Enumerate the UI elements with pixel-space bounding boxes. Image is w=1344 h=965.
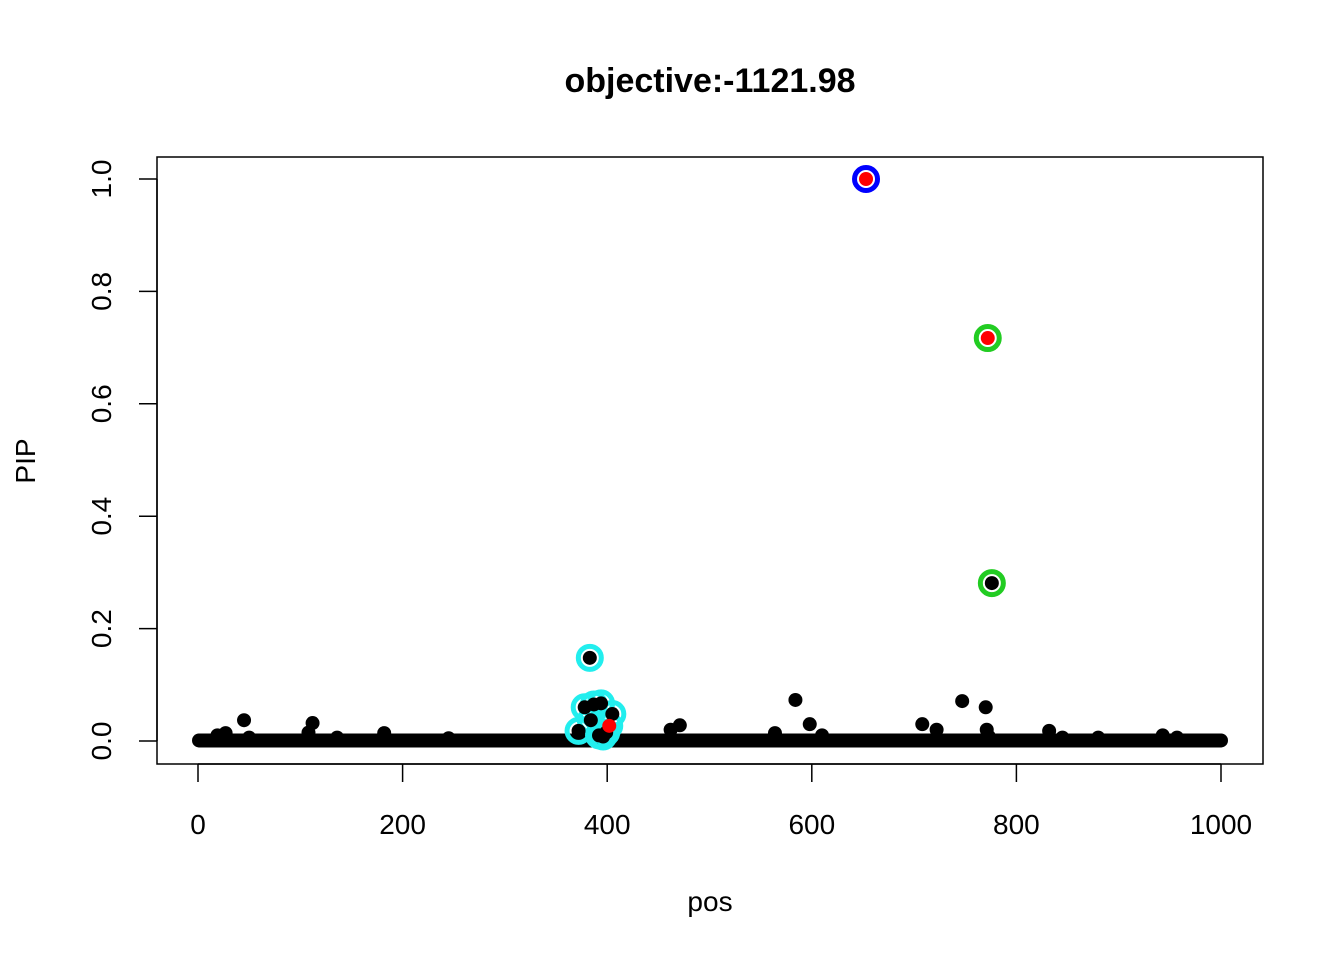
data-point: [571, 723, 586, 738]
data-point: [767, 726, 782, 741]
data-point: [955, 694, 970, 709]
causal-data-point: [859, 172, 874, 186]
x-tick-label: 1000: [1190, 809, 1252, 840]
data-point: [1091, 730, 1106, 745]
credible-set-2-ring: [977, 569, 1006, 598]
causal-data-point: [980, 331, 995, 346]
data-point: [981, 729, 996, 744]
data-point: [1055, 730, 1070, 745]
data-points: [192, 165, 1228, 751]
credible-set-2-ring: [973, 324, 1002, 353]
data-point: [305, 716, 320, 731]
data-point: [242, 730, 257, 745]
plot-frame: [156, 156, 1264, 765]
x-tick-label: 200: [379, 809, 426, 840]
data-point: [672, 718, 687, 733]
data-point: [237, 713, 252, 728]
data-point: [582, 650, 597, 665]
x-tick-label: 800: [993, 809, 1040, 840]
data-point: [1155, 728, 1170, 743]
data-point: [788, 692, 803, 707]
data-point: [1170, 730, 1185, 745]
credible-set-3-ring: [575, 643, 604, 672]
data-point: [929, 722, 944, 737]
data-point: [978, 700, 993, 715]
x-axis: 0 200 400 600 800 1000: [190, 763, 1252, 840]
x-axis-label: pos: [687, 886, 732, 917]
data-point: [815, 728, 830, 743]
data-point: [802, 717, 817, 732]
y-tick-label: 0.8: [86, 272, 117, 311]
data-point: [594, 696, 609, 711]
causal-data-point: [602, 718, 617, 733]
x-tick-label: 400: [584, 809, 631, 840]
credible-set-1-ring: [852, 165, 881, 193]
y-tick-label: 0.0: [86, 722, 117, 761]
data-point: [441, 731, 456, 746]
data-point: [218, 726, 233, 741]
data-point: [1214, 733, 1228, 748]
data-point: [1042, 723, 1057, 738]
y-tick-label: 0.4: [86, 497, 117, 536]
y-tick-label: 0.2: [86, 609, 117, 648]
y-axis: 0.0 0.2 0.4 0.6 0.8 1.0: [86, 160, 158, 761]
data-point: [984, 576, 999, 591]
data-point: [330, 730, 345, 745]
y-axis-label: PIP: [10, 438, 41, 483]
y-tick-label: 0.6: [86, 384, 117, 423]
data-point: [915, 717, 930, 732]
data-point: [583, 713, 598, 728]
y-tick-label: 1.0: [86, 160, 117, 199]
data-point: [377, 726, 392, 741]
chart-title: objective:-1121.98: [564, 62, 855, 100]
x-tick-label: 0: [190, 809, 206, 840]
x-tick-label: 600: [788, 809, 835, 840]
data-point: [605, 707, 620, 722]
